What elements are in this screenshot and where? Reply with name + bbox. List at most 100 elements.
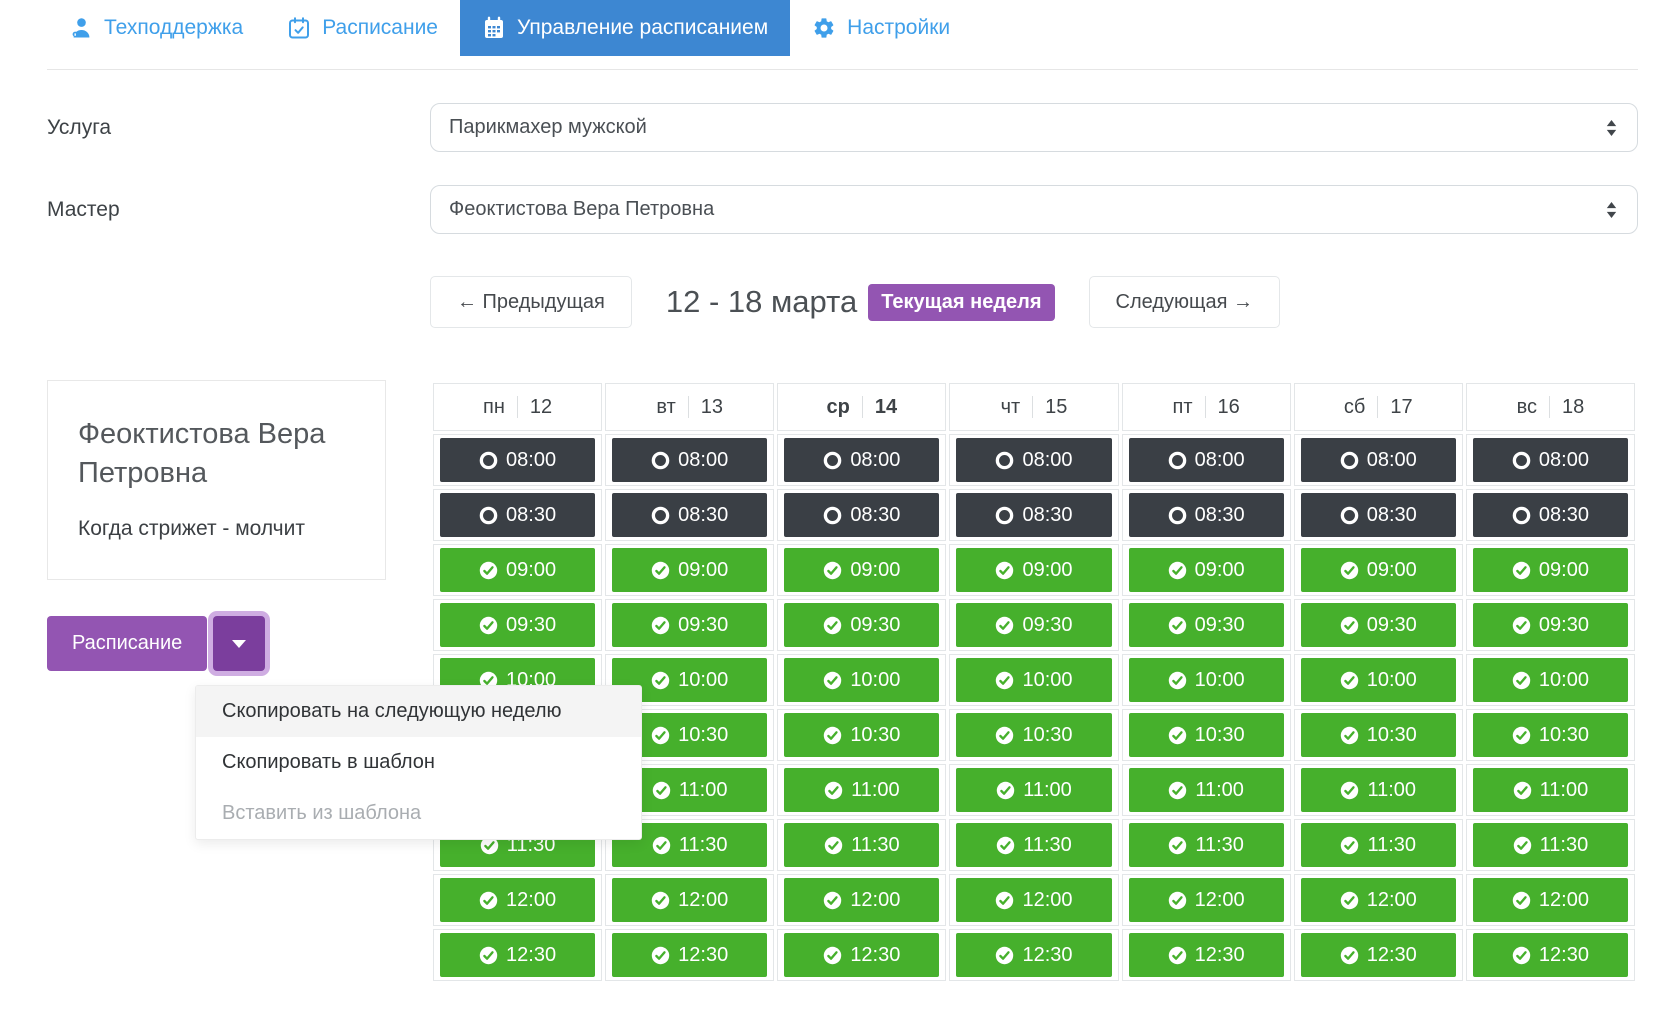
empty-circle-icon [1168,451,1187,470]
slot-cell-вс-08:30: 08:30 [1465,489,1635,541]
time-slot-сб-08:00[interactable]: 08:00 [1300,438,1456,482]
caret-down-icon [232,639,247,648]
time-slot-сб-12:30[interactable]: 12:30 [1300,933,1456,977]
time-slot-сб-11:00[interactable]: 11:00 [1300,768,1456,812]
empty-circle-icon [995,506,1014,525]
day-name: вт [656,395,676,418]
time-slot-чт-12:00[interactable]: 12:00 [956,878,1112,922]
menu-item-copy-next-week[interactable]: Скопировать на следующую неделю [196,686,641,738]
time-slot-сб-08:30[interactable]: 08:30 [1300,493,1456,537]
time-slot-вс-12:30[interactable]: 12:30 [1472,933,1628,977]
time-slot-ср-11:30[interactable]: 11:30 [784,823,940,867]
time-slot-вс-11:30[interactable]: 11:30 [1472,823,1628,867]
check-circle-icon [1340,946,1359,965]
time-slot-чт-09:00[interactable]: 09:00 [956,548,1112,592]
time-slot-вс-08:00[interactable]: 08:00 [1472,438,1628,482]
time-slot-чт-12:30[interactable]: 12:30 [956,933,1112,977]
time-slot-чт-08:30[interactable]: 08:30 [956,493,1112,537]
check-circle-icon [995,561,1014,580]
time-slot-пн-09:30[interactable]: 09:30 [440,603,596,647]
menu-item-copy-to-template[interactable]: Скопировать в шаблон [222,751,435,774]
time-slot-вт-12:30[interactable]: 12:30 [612,933,768,977]
time-slot-сб-09:00[interactable]: 09:00 [1300,548,1456,592]
time-slot-ср-11:00[interactable]: 11:00 [784,768,940,812]
time-slot-вс-08:30[interactable]: 08:30 [1472,493,1628,537]
slot-time-label: 11:30 [1195,833,1244,856]
time-slot-вт-08:00[interactable]: 08:00 [612,438,768,482]
time-slot-вс-12:00[interactable]: 12:00 [1472,878,1628,922]
slot-cell-ср-10:00: 10:00 [777,654,947,706]
master-select[interactable]: Феоктистова Вера Петровна [430,185,1638,234]
time-slot-чт-11:30[interactable]: 11:30 [956,823,1112,867]
tab-schedule[interactable]: Расписание [265,0,460,56]
slot-cell-ср-12:00: 12:00 [777,874,947,926]
time-slot-пн-09:00[interactable]: 09:00 [440,548,596,592]
time-slot-вс-10:30[interactable]: 10:30 [1472,713,1628,757]
day-name: чт [1000,395,1021,418]
tab-label: Расписание [322,16,438,39]
time-slot-пт-12:30[interactable]: 12:30 [1128,933,1284,977]
check-circle-icon [652,836,671,855]
time-slot-вт-09:00[interactable]: 09:00 [612,548,768,592]
schedule-button[interactable]: Расписание [47,616,208,672]
time-slot-ср-12:00[interactable]: 12:00 [784,878,940,922]
time-slot-пт-10:30[interactable]: 10:30 [1128,713,1284,757]
time-slot-пн-08:30[interactable]: 08:30 [440,493,596,537]
time-slot-ср-08:00[interactable]: 08:00 [784,438,940,482]
service-select[interactable]: Парикмахер мужской [430,103,1638,152]
time-slot-пт-08:30[interactable]: 08:30 [1128,493,1284,537]
time-slot-ср-09:00[interactable]: 09:00 [784,548,940,592]
day-date: 15 [1045,395,1068,418]
time-slot-пт-09:30[interactable]: 09:30 [1128,603,1284,647]
slot-time-label: 12:30 [1366,943,1417,966]
slot-cell-вс-09:00: 09:00 [1465,544,1635,596]
schedule-header-row: пн 12 вт 13 ср 14 чт 15 пт 16 сб 17 вс 18 [433,383,1635,431]
time-slot-сб-09:30[interactable]: 09:30 [1300,603,1456,647]
tab-support[interactable]: Техподдержка [47,0,265,56]
time-row-09:00: 09:00 09:00 09:00 09:00 09:00 09:00 09:00 [433,544,1635,596]
next-week-button[interactable]: Следующая → [1088,276,1280,328]
schedule-management-page: Техподдержка Расписание Управление распи… [47,0,1638,981]
time-slot-вт-08:30[interactable]: 08:30 [612,493,768,537]
time-slot-вт-12:00[interactable]: 12:00 [612,878,768,922]
time-slot-чт-10:00[interactable]: 10:00 [956,658,1112,702]
slot-time-label: 12:00 [1022,888,1073,911]
time-slot-пт-11:30[interactable]: 11:30 [1128,823,1284,867]
time-slot-пн-08:00[interactable]: 08:00 [440,438,596,482]
time-slot-пт-10:00[interactable]: 10:00 [1128,658,1284,702]
time-slot-сб-10:30[interactable]: 10:30 [1300,713,1456,757]
previous-week-button[interactable]: ← Предыдущая [430,276,632,328]
time-slot-сб-12:00[interactable]: 12:00 [1300,878,1456,922]
tab-settings[interactable]: Настройки [790,0,972,56]
time-slot-пн-12:30[interactable]: 12:30 [440,933,596,977]
time-slot-чт-11:00[interactable]: 11:00 [956,768,1112,812]
time-slot-пт-08:00[interactable]: 08:00 [1128,438,1284,482]
time-slot-сб-10:00[interactable]: 10:00 [1300,658,1456,702]
time-slot-пт-12:00[interactable]: 12:00 [1128,878,1284,922]
slot-time-label: 08:30 [678,503,729,526]
time-slot-ср-10:30[interactable]: 10:30 [784,713,940,757]
slot-time-label: 10:00 [506,668,557,691]
time-slot-пт-09:00[interactable]: 09:00 [1128,548,1284,592]
time-slot-пт-11:00[interactable]: 11:00 [1128,768,1284,812]
time-slot-ср-08:30[interactable]: 08:30 [784,493,940,537]
day-name: сб [1343,395,1366,418]
time-slot-чт-09:30[interactable]: 09:30 [956,603,1112,647]
schedule-dropdown-toggle[interactable] [213,616,266,672]
time-slot-пн-12:00[interactable]: 12:00 [440,878,596,922]
day-date: 18 [1562,395,1585,418]
time-slot-вс-09:00[interactable]: 09:00 [1472,548,1628,592]
time-slot-ср-12:30[interactable]: 12:30 [784,933,940,977]
time-slot-сб-11:30[interactable]: 11:30 [1300,823,1456,867]
time-slot-ср-10:00[interactable]: 10:00 [784,658,940,702]
slot-cell-сб-09:30: 09:30 [1293,599,1463,651]
time-slot-чт-08:00[interactable]: 08:00 [956,438,1112,482]
slot-cell-чт-09:00: 09:00 [949,544,1119,596]
time-slot-чт-10:30[interactable]: 10:30 [956,713,1112,757]
tab-schedule-management[interactable]: Управление расписанием [459,0,791,56]
time-slot-вс-09:30[interactable]: 09:30 [1472,603,1628,647]
time-slot-вс-10:00[interactable]: 10:00 [1472,658,1628,702]
time-slot-вс-11:00[interactable]: 11:00 [1472,768,1628,812]
time-slot-ср-09:30[interactable]: 09:30 [784,603,940,647]
time-slot-вт-09:30[interactable]: 09:30 [612,603,768,647]
